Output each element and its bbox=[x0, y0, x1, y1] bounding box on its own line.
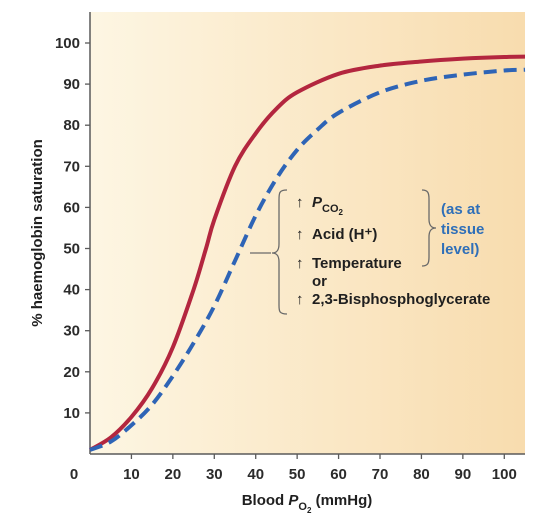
y-tick-label: 20 bbox=[63, 364, 80, 381]
annotation-list: ↑ PCO2 ↑ Acid (H⁺) ↑ Temperature or ↑ 2,… bbox=[296, 194, 490, 308]
y-axis-ticks: 10 20 30 40 50 60 70 80 90 100 bbox=[55, 35, 90, 422]
ann-arrow-2: ↑ bbox=[296, 226, 304, 243]
ann-item-acid: Acid (H⁺) bbox=[312, 226, 377, 243]
ann-pco2-subsub: 2 bbox=[339, 208, 344, 217]
series-line-solid bbox=[88, 54, 526, 452]
y-tick-label: 30 bbox=[63, 323, 80, 340]
y-tick-label: 60 bbox=[63, 199, 80, 216]
x-tick-label: 100 bbox=[492, 466, 517, 483]
ann-arrow-3: ↑ bbox=[296, 255, 304, 272]
x-tick-label: 90 bbox=[455, 466, 472, 483]
y-tick-label: 100 bbox=[55, 35, 80, 52]
x-tick-label: 20 bbox=[165, 466, 182, 483]
note-line-2: tissue bbox=[441, 221, 484, 238]
x-tick-label: 50 bbox=[289, 466, 306, 483]
x-tick-label: 10 bbox=[123, 466, 140, 483]
ann-item-or: or bbox=[312, 273, 327, 290]
y-axis-title: % haemoglobin saturation bbox=[29, 139, 46, 327]
x-tick-label: 70 bbox=[372, 466, 389, 483]
ann-item-temperature: Temperature bbox=[312, 255, 402, 272]
x-tick-label: 0 bbox=[70, 466, 78, 483]
y-tick-label: 90 bbox=[63, 76, 80, 93]
x-axis-ticks: 0 10 20 30 40 50 60 70 80 90 100 bbox=[70, 454, 517, 483]
y-tick-label: 70 bbox=[63, 158, 80, 175]
x-tick-label: 60 bbox=[330, 466, 347, 483]
x-axis-title: Blood PO2 (mmHg) bbox=[242, 492, 373, 515]
annotation-note-brace bbox=[421, 189, 437, 267]
x-tick-label: 80 bbox=[413, 466, 430, 483]
ann-item-pco2: PCO2 bbox=[312, 194, 344, 217]
ann-pco2-sub: CO bbox=[322, 203, 339, 215]
note-line-3: level) bbox=[441, 241, 479, 258]
note-line-1: (as at bbox=[441, 201, 480, 218]
series-layer bbox=[88, 54, 526, 452]
x-tick-label: 30 bbox=[206, 466, 223, 483]
y-tick-label: 80 bbox=[63, 117, 80, 134]
annotation-connector bbox=[250, 189, 288, 315]
y-tick-label: 50 bbox=[63, 241, 80, 258]
ann-pco2-p: P bbox=[312, 194, 323, 211]
ann-item-bpg: 2,3-Bisphosphoglycerate bbox=[312, 291, 490, 308]
annotation-note: (as at tissue level) bbox=[441, 201, 484, 258]
y-tick-label: 10 bbox=[63, 405, 80, 422]
x-tick-label: 40 bbox=[247, 466, 264, 483]
y-tick-label: 40 bbox=[63, 282, 80, 299]
ann-arrow-4: ↑ bbox=[296, 291, 304, 308]
ann-arrow-1: ↑ bbox=[296, 194, 304, 211]
series-line-dashed bbox=[89, 67, 526, 452]
